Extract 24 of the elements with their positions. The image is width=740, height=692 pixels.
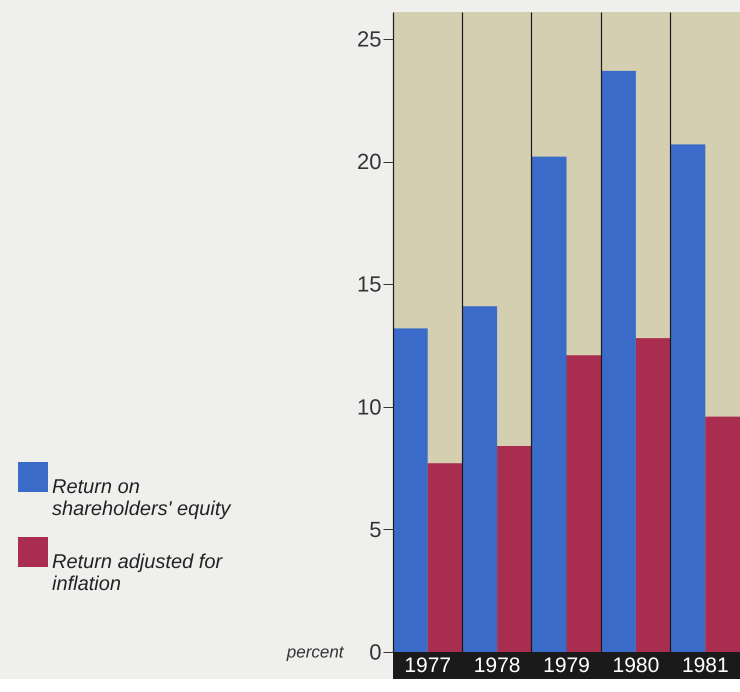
bar (566, 355, 602, 652)
x-tick-label: 1980 (612, 654, 660, 677)
bar (705, 416, 740, 652)
y-tick-label: 20 (357, 149, 382, 174)
legend-label: Return adjusted for inflation (52, 551, 224, 595)
x-tick-label: 1979 (543, 654, 590, 677)
bar (428, 463, 462, 652)
y-tick-label: 10 (357, 394, 382, 420)
bar (636, 338, 671, 652)
legend-label: Return on shareholders' equity (52, 476, 232, 520)
bar (670, 144, 706, 652)
y-tick-label: 5 (369, 516, 382, 542)
y-axis-title: percent (286, 642, 345, 662)
x-tick-label: 1977 (404, 654, 452, 677)
y-tick-label: 15 (357, 272, 382, 297)
bar (462, 306, 498, 652)
x-tick-label: 1978 (474, 654, 520, 677)
y-tick-label: 25 (357, 26, 382, 52)
x-tick-label: 1981 (682, 654, 729, 677)
bar (393, 328, 428, 652)
bar (497, 446, 532, 652)
bar (532, 156, 566, 652)
y-tick-label: 0 (369, 640, 382, 664)
bar (601, 70, 636, 652)
